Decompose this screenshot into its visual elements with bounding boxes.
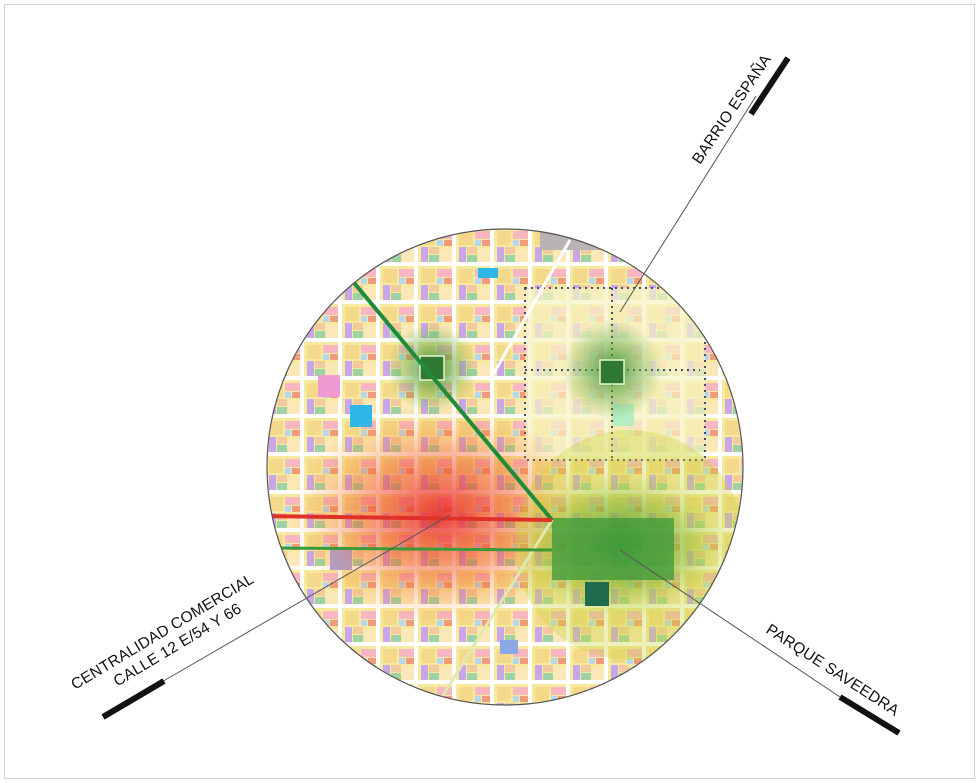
map-disc (267, 229, 743, 705)
centralidad-label-line1: CENTRALIDAD COMERCIAL (68, 571, 257, 694)
leader-parque (619, 549, 901, 736)
leader-barrio-espana (619, 56, 791, 313)
parque-saveedra-label: PARQUE SAVEEDRA (763, 621, 903, 720)
barrio-espana-label: BARRIO ESPAÑA (689, 51, 775, 167)
leader-centralidad (101, 514, 451, 720)
map-outline (266, 228, 744, 706)
